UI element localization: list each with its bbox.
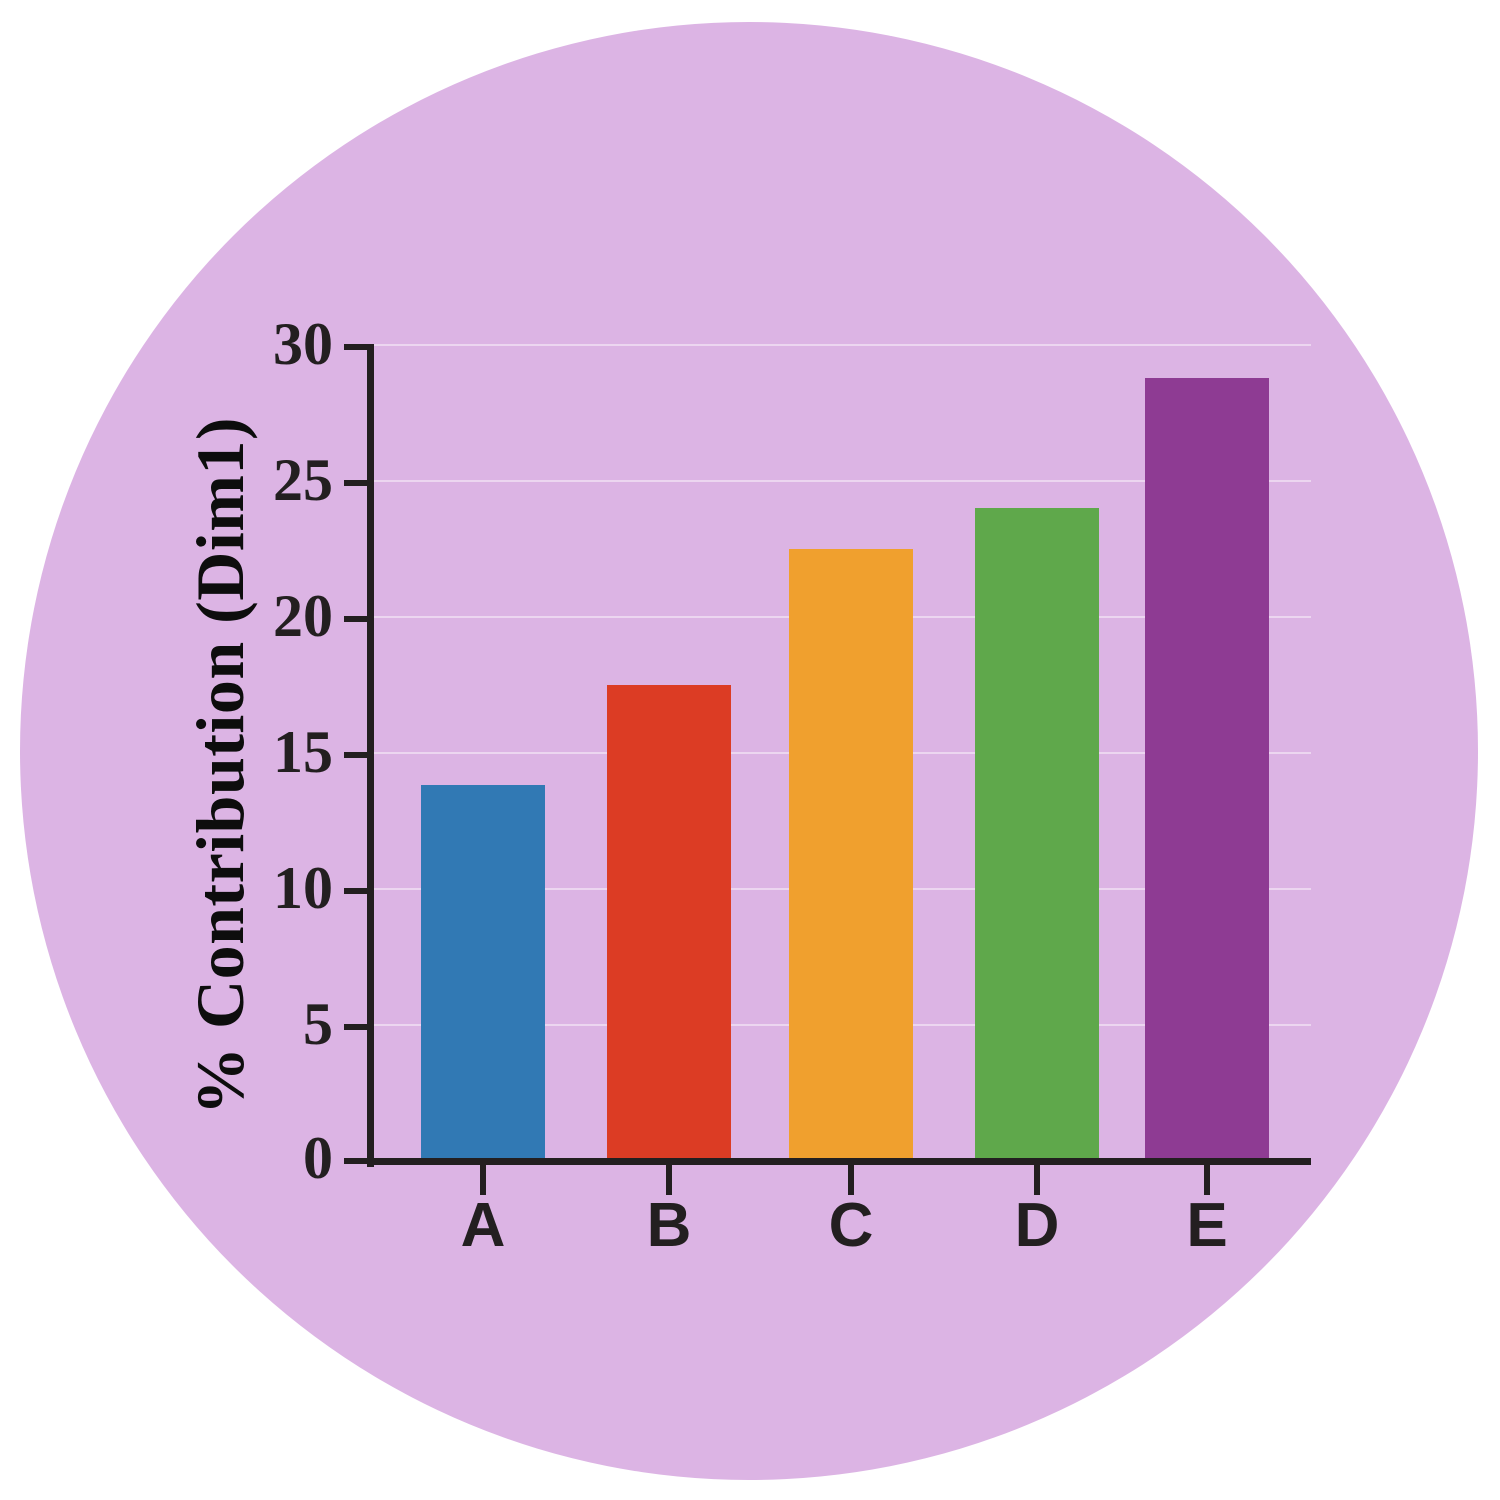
x-tick-label-E: E (1186, 1191, 1228, 1260)
y-tick-label-20: 20 (273, 583, 333, 649)
y-tick-label-5: 5 (303, 991, 333, 1057)
bar-A[interactable] (421, 785, 545, 1161)
y-tick-label-25: 25 (273, 447, 333, 513)
x-tick-label-D: D (1014, 1191, 1060, 1260)
gridline-25 (374, 480, 1311, 482)
y-axis-line (367, 344, 374, 1167)
x-tick-label-A: A (460, 1191, 506, 1260)
y-tick-mark-10 (344, 888, 370, 894)
bar-B[interactable] (607, 685, 731, 1161)
y-tick-label-15: 15 (273, 719, 333, 785)
x-tick-label-B: B (646, 1191, 692, 1260)
x-tick-mark-C (848, 1165, 854, 1195)
x-axis-line (367, 1158, 1311, 1165)
y-tick-label-0: 0 (303, 1125, 333, 1191)
y-axis-title: % Contribution (Dim1) (182, 416, 258, 1115)
bar-E[interactable] (1145, 378, 1269, 1161)
bar-C[interactable] (789, 549, 913, 1161)
x-tick-mark-B (666, 1165, 672, 1195)
y-tick-mark-15 (344, 752, 370, 758)
y-tick-mark-20 (344, 616, 370, 622)
y-tick-mark-25 (344, 480, 370, 486)
x-tick-label-C: C (828, 1191, 874, 1260)
y-tick-mark-30 (344, 344, 370, 350)
y-tick-label-10: 10 (273, 855, 333, 921)
x-tick-mark-D (1034, 1165, 1040, 1195)
gridline-30 (374, 344, 1311, 346)
bar-D[interactable] (975, 508, 1099, 1161)
y-tick-label-30: 30 (273, 311, 333, 377)
y-tick-mark-0 (344, 1158, 370, 1164)
x-tick-mark-E (1204, 1165, 1210, 1195)
y-tick-mark-5 (344, 1024, 370, 1030)
x-tick-mark-A (480, 1165, 486, 1195)
